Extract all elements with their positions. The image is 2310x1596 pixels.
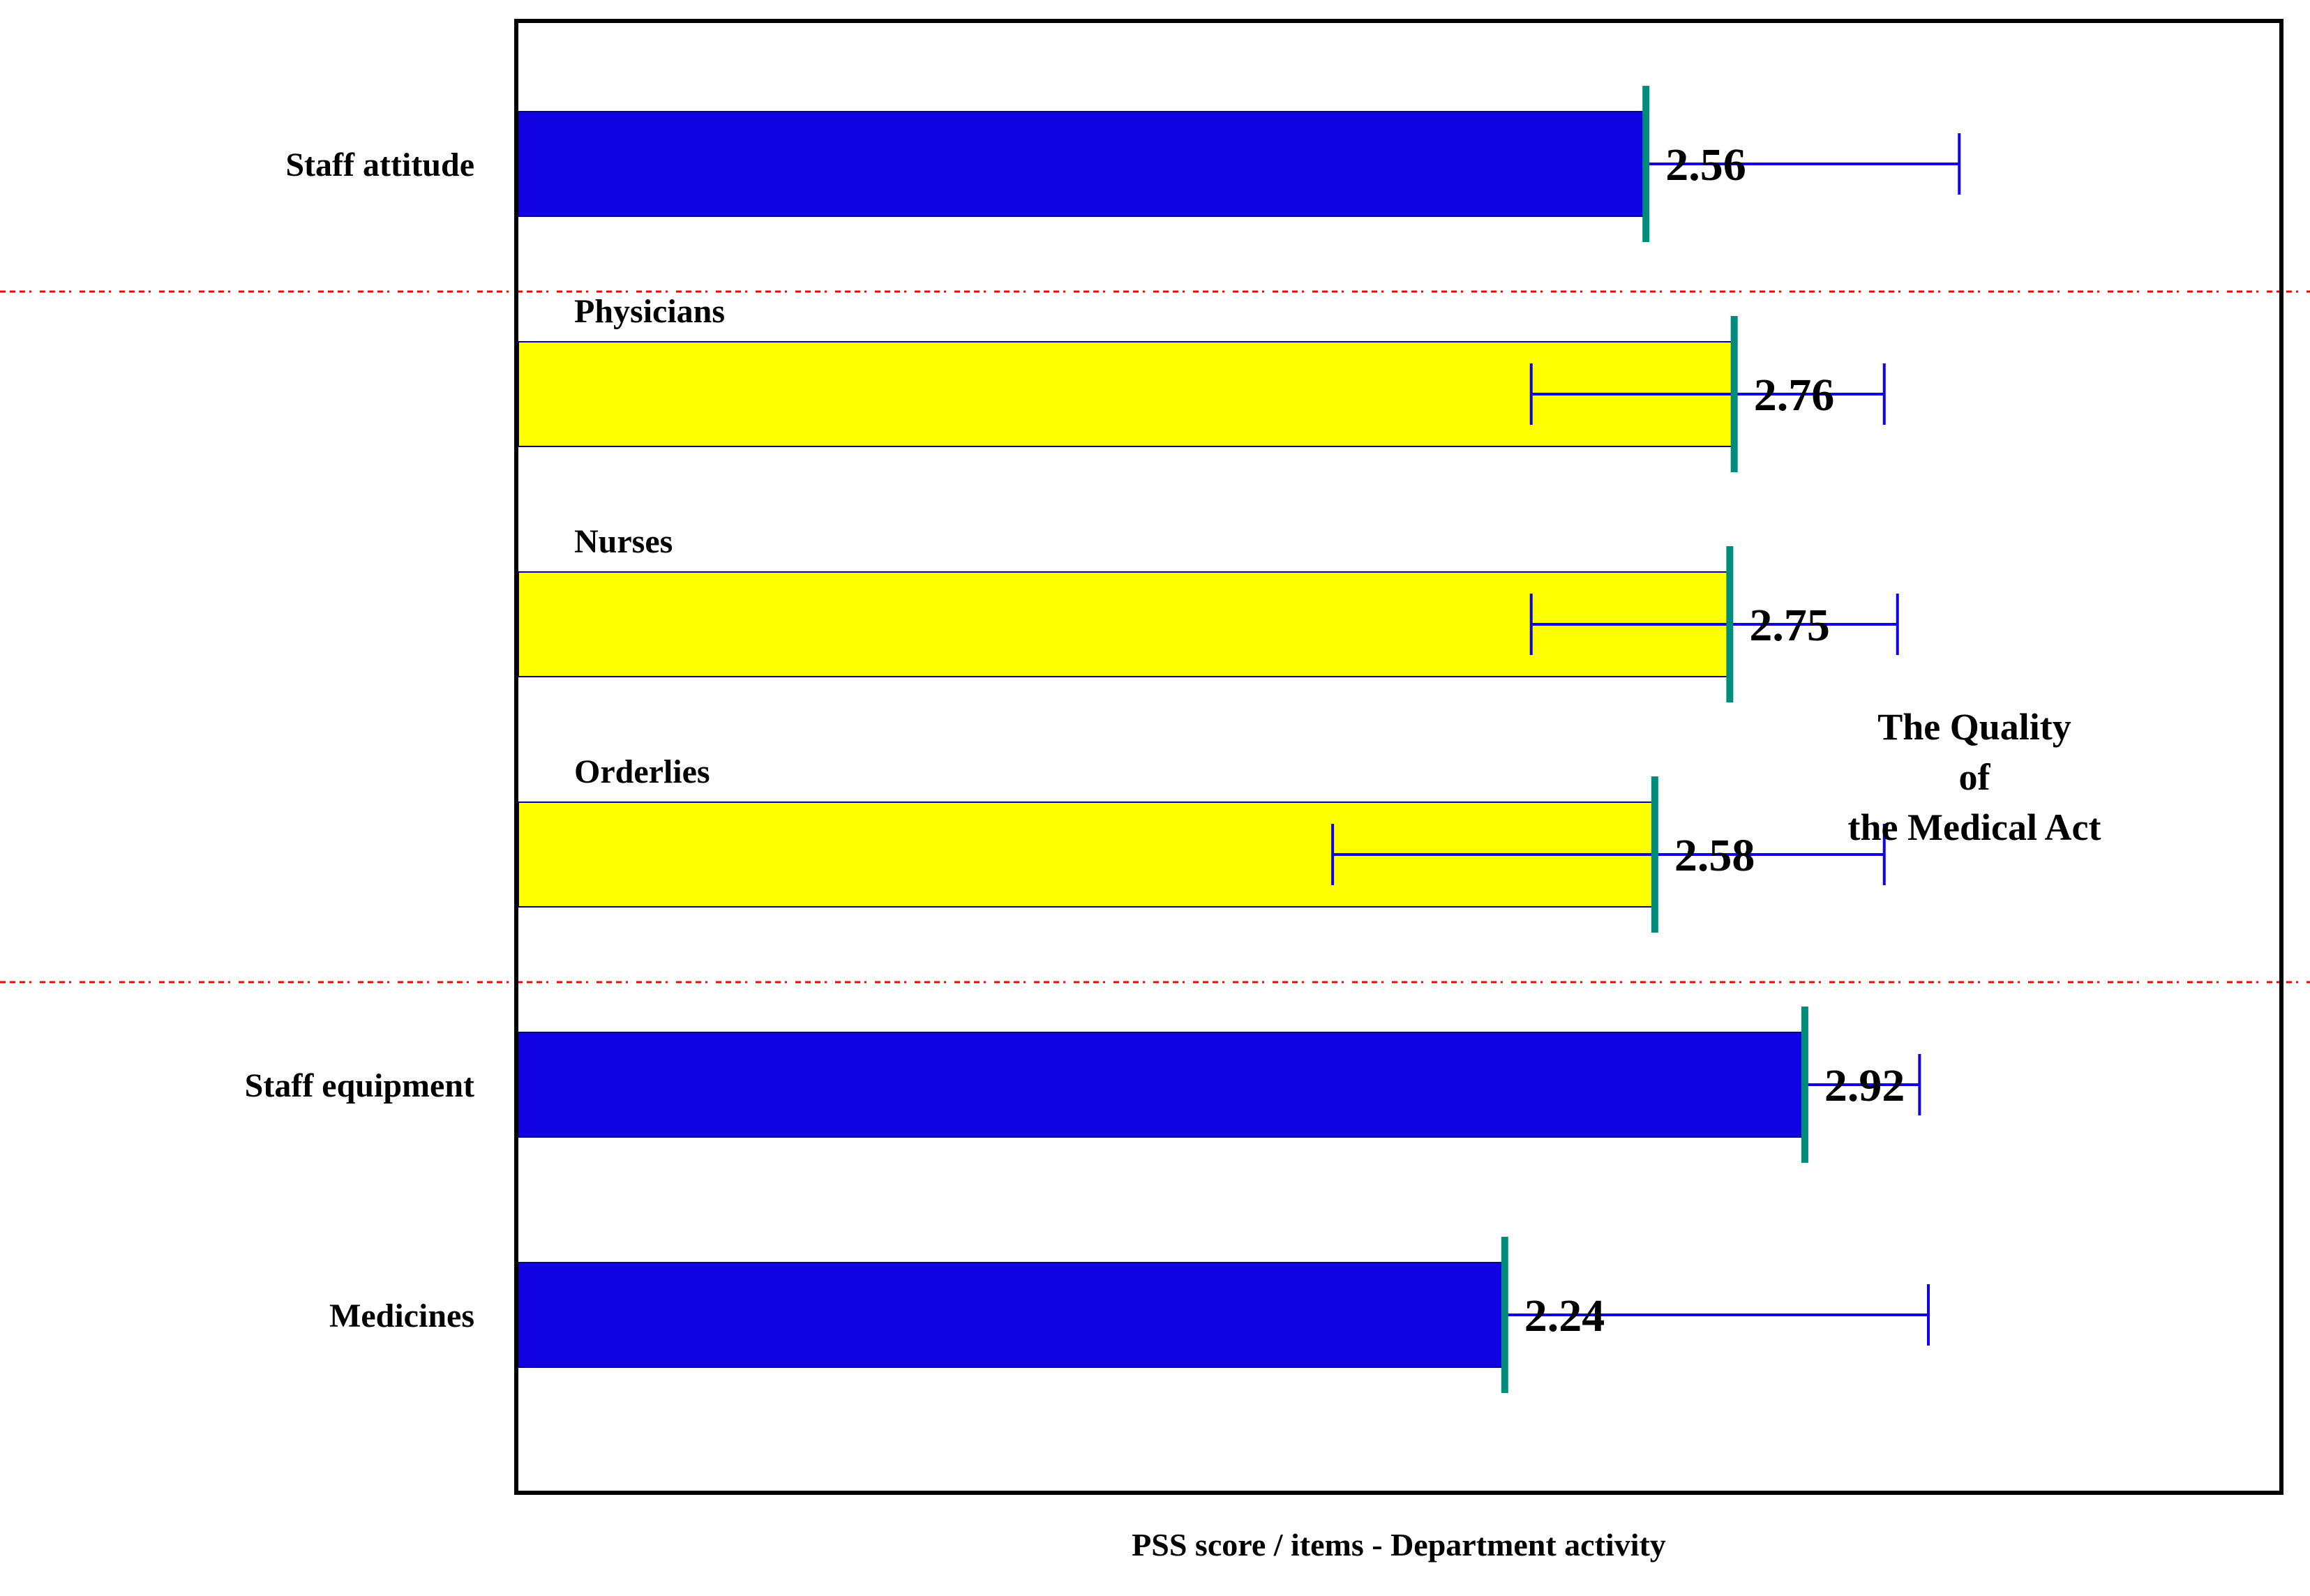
bar-label: Staff equipment [245,1067,474,1104]
bar-label: Staff attitude [285,146,474,183]
side-label-line: the Medical Act [1848,806,2101,848]
bar-value: 2.92 [1824,1060,1905,1111]
bar-label: Medicines [329,1297,474,1334]
bar-label: Orderlies [574,753,710,790]
side-label-line: The Quality [1877,706,2071,748]
bar-label: Nurses [574,523,673,560]
bar-value: 2.76 [1754,370,1835,421]
bar-label: Physicians [574,293,725,330]
chart-svg: 2.56 Staff attitude 2.76 Physicians 2.75 Nurs… [0,0,2310,1596]
bar-value: 2.24 [1524,1290,1605,1341]
chart-container: 2.56 Staff attitude 2.76 Physicians 2.75 Nurs… [0,0,2310,1596]
side-label-line: of [1959,756,1991,798]
bar-value: 2.75 [1749,600,1830,651]
bar-value: 2.58 [1674,830,1755,881]
bar-value: 2.56 [1665,140,1746,190]
x-axis-title: PSS score / items - Department activity [1132,1527,1666,1563]
